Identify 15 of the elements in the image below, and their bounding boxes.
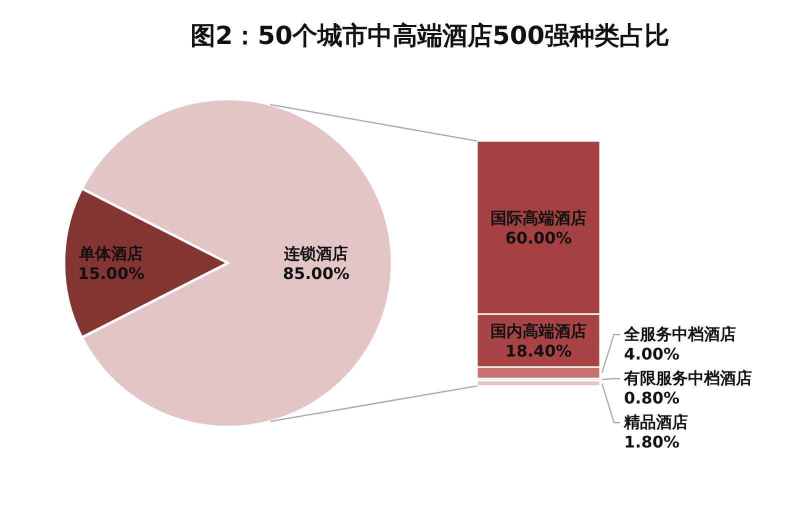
slice-label: 连锁酒店 xyxy=(283,244,348,263)
chart-title: 图2：50个城市中高端酒店500强种类占比 xyxy=(190,20,670,52)
series-label: 有限服务中档酒店 xyxy=(623,368,752,388)
data-label: 18.40% xyxy=(505,341,572,360)
data-label: 60.00% xyxy=(505,228,572,248)
series-label: 国际高端酒店 xyxy=(490,208,586,228)
data-label: 85.00% xyxy=(282,264,350,283)
data-label: 0.80% xyxy=(624,388,680,408)
data-label: 1.80% xyxy=(624,432,680,452)
series-label: 国内高端酒店 xyxy=(490,321,586,340)
data-label: 15.00% xyxy=(78,264,144,283)
text: 全服务中档酒店 xyxy=(623,324,736,344)
slice-label: 单体酒店 xyxy=(78,244,144,263)
data-label: 4.00% xyxy=(624,344,680,364)
text: 精品酒店 xyxy=(623,412,688,432)
